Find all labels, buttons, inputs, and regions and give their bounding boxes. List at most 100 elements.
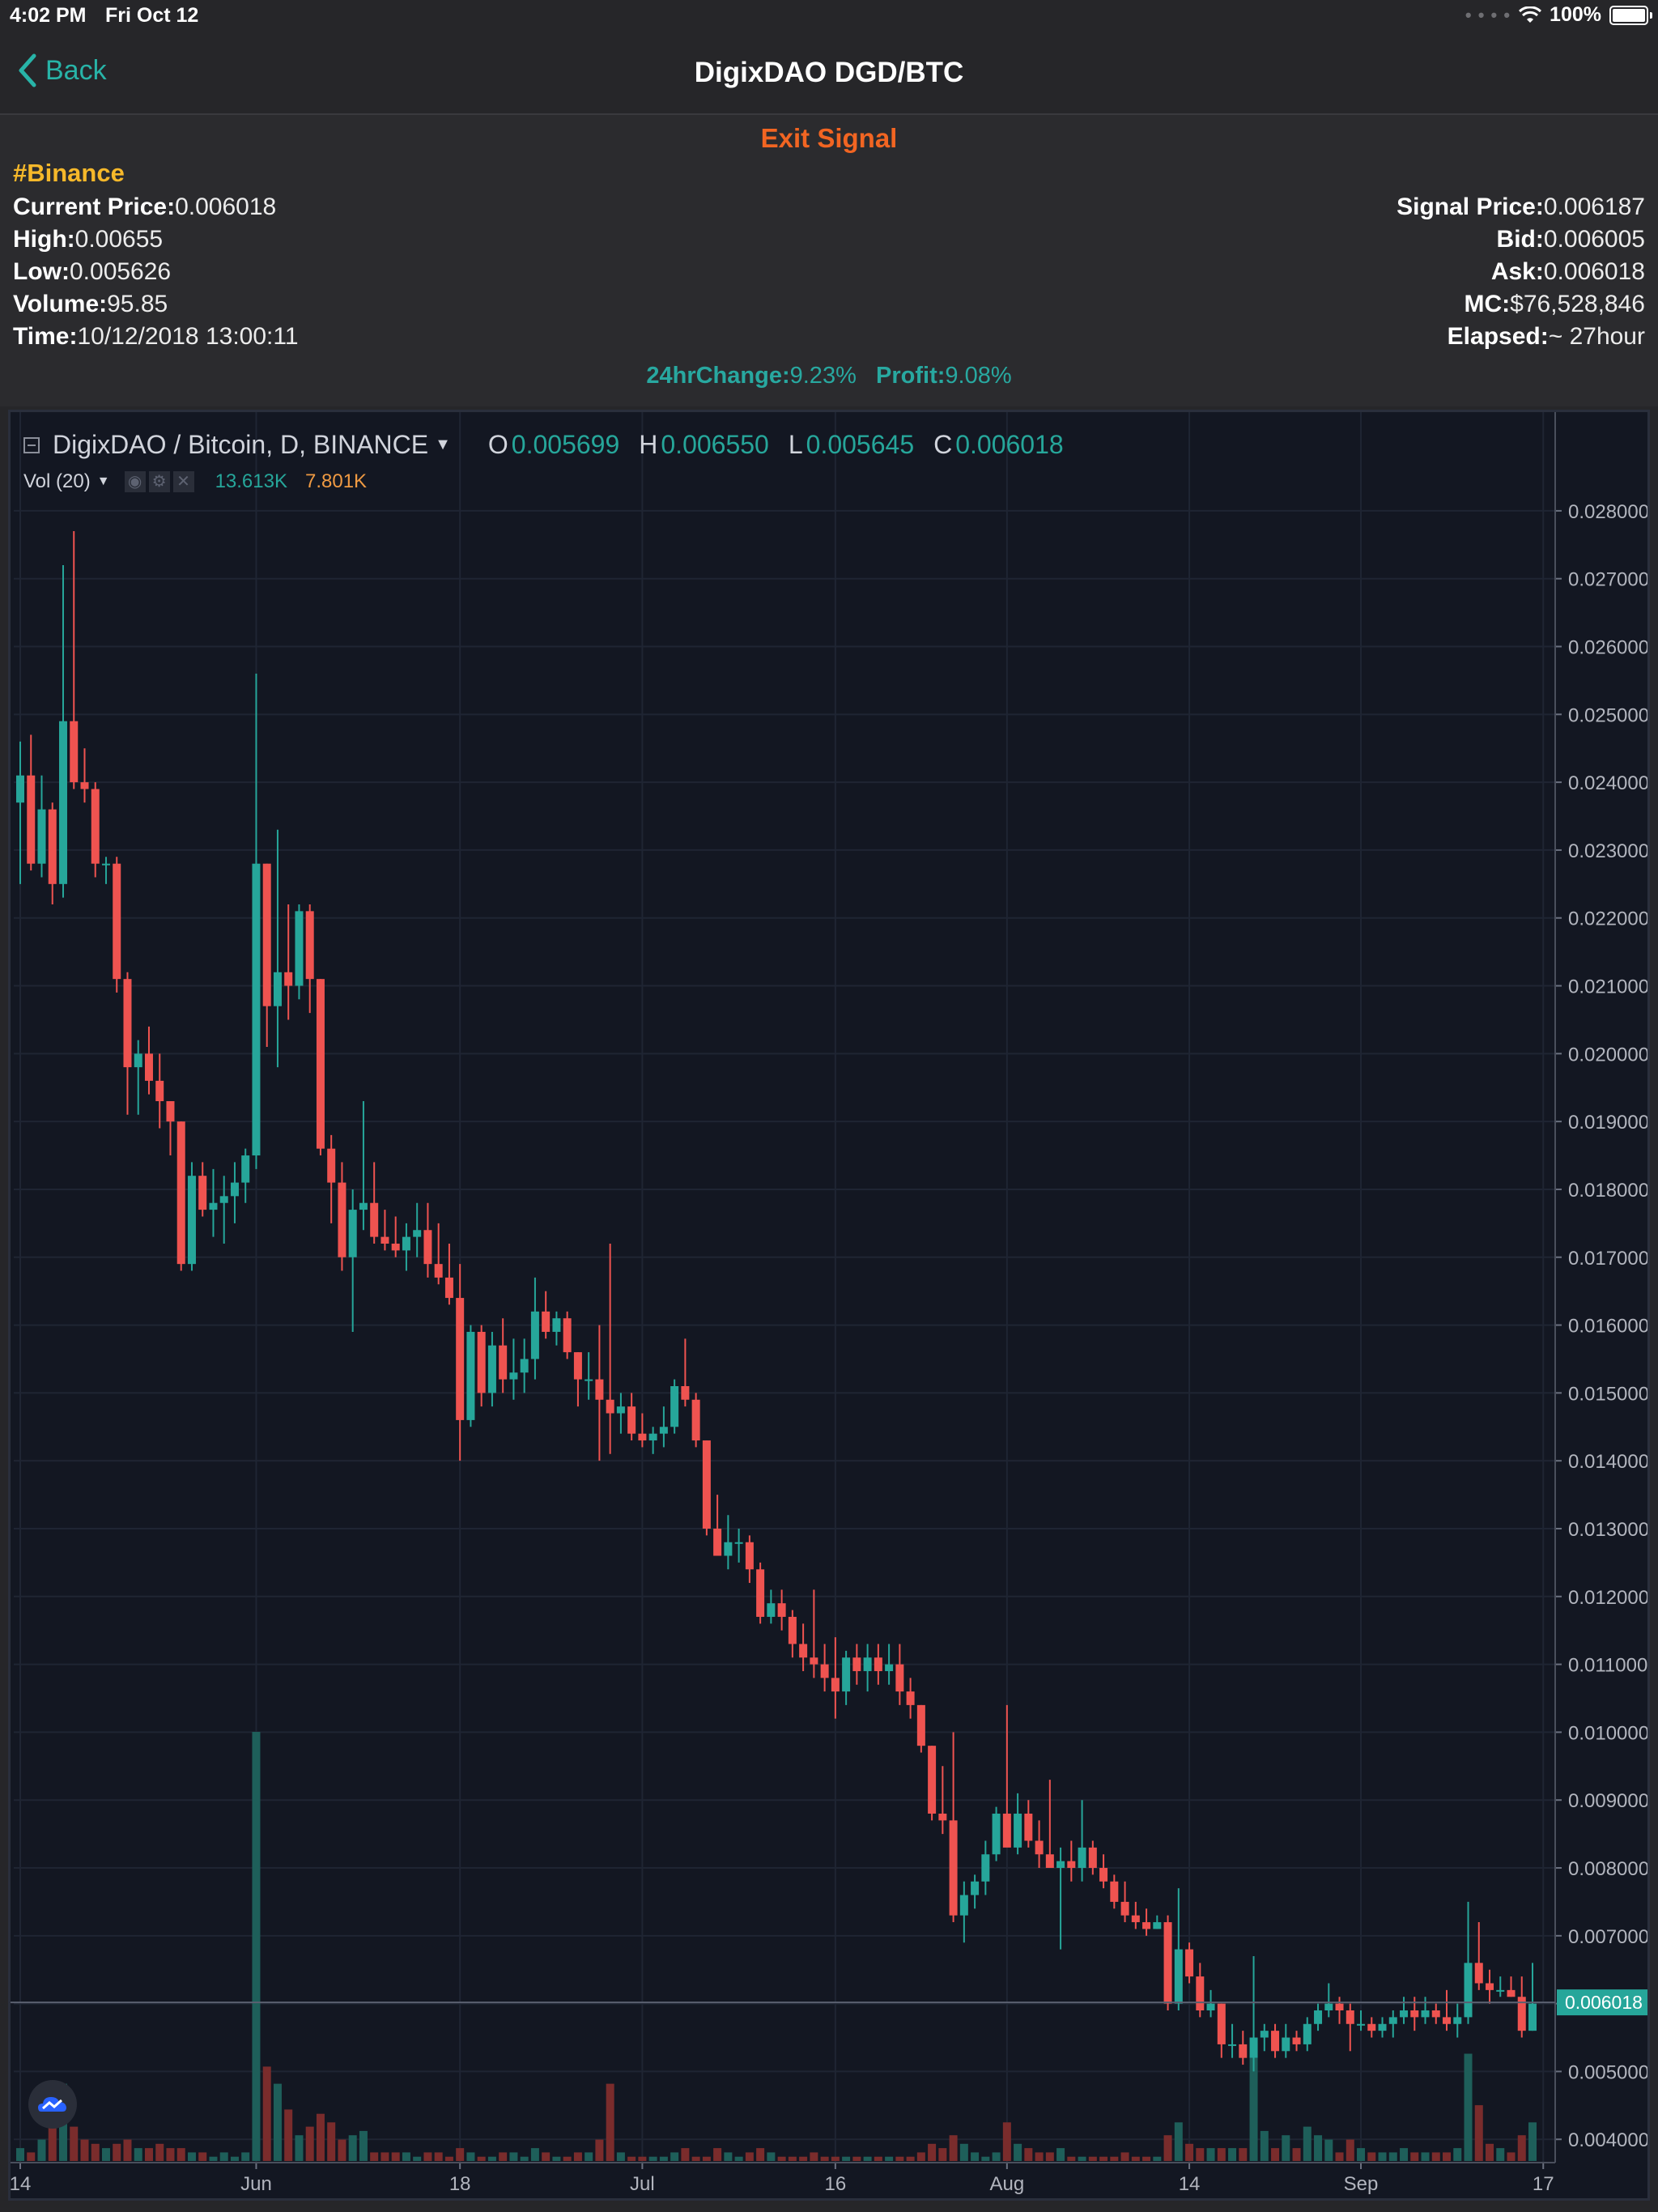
candle-body	[1206, 2003, 1215, 2011]
candle-body	[788, 1616, 797, 1644]
candle-body	[198, 1176, 207, 1210]
volume-bar	[295, 2135, 304, 2161]
close-icon[interactable]: ✕	[172, 471, 194, 492]
volume-bar	[1174, 2122, 1183, 2161]
volume-bar	[509, 2152, 518, 2161]
caret-down-icon[interactable]: ▼	[96, 474, 110, 488]
x-tick-label: 17	[1533, 2173, 1554, 2195]
candle-body	[1174, 1949, 1183, 2004]
candle-body	[413, 1230, 422, 1237]
gear-icon[interactable]: ⚙	[148, 471, 170, 492]
volume-value-avg: 7.801K	[304, 470, 368, 492]
x-tick-label: 14	[1179, 2173, 1201, 2195]
chart-tool-button[interactable]	[28, 2080, 77, 2129]
volume-bar	[101, 2148, 110, 2161]
candle-body	[1421, 2010, 1430, 2018]
candle-body	[767, 1603, 776, 1617]
candlestick-chart[interactable]: 0.028000 0.027000 0.026000 0.025000 0.024000…	[11, 412, 1647, 2198]
candle-body	[305, 911, 314, 980]
candle-body	[1378, 2023, 1387, 2031]
candle-body	[627, 1406, 636, 1434]
volume-bar	[863, 2156, 872, 2161]
candle-body	[1453, 2017, 1462, 2024]
candle-body	[70, 721, 79, 783]
eye-icon[interactable]: ◉	[124, 471, 146, 492]
candle-body	[713, 1528, 722, 1556]
volume-bar	[1357, 2148, 1366, 2161]
change-value: 9.23%	[789, 363, 857, 389]
volume-bar	[1303, 2126, 1312, 2161]
caret-down-icon[interactable]: ▼	[435, 436, 451, 453]
volume-bar	[113, 2143, 121, 2161]
volume-bar	[434, 2152, 443, 2161]
volume-bar	[895, 2156, 904, 2161]
volume-bar	[166, 2148, 175, 2161]
volume-bar	[477, 2156, 486, 2161]
status-date: Fri Oct 12	[105, 4, 199, 27]
volume-value-up: 13.613K	[215, 470, 287, 492]
volume-bar	[1002, 2122, 1011, 2161]
volume-bar	[241, 2152, 250, 2161]
low-value: 0.005645	[806, 430, 915, 459]
volume-bar	[423, 2152, 432, 2161]
candle-body	[1099, 1868, 1108, 1882]
price-chart[interactable]: 0.028000 0.027000 0.026000 0.025000 0.024000…	[8, 410, 1650, 2201]
collapse-legend-icon[interactable]	[23, 436, 40, 453]
candle-body	[1388, 2017, 1397, 2024]
candle-body	[1260, 2031, 1269, 2038]
exchange-tag: #Binance	[13, 159, 125, 187]
candle-body	[1024, 1813, 1033, 1841]
candle-body	[338, 1182, 346, 1257]
candle-body	[552, 1318, 561, 1332]
candle-body	[585, 1379, 593, 1381]
volume-bar	[499, 2152, 508, 2161]
open-value: 0.005699	[511, 430, 620, 459]
candle-body	[1303, 2023, 1312, 2044]
volume-bar	[959, 2143, 968, 2161]
volume-bar	[573, 2152, 582, 2161]
candle-body	[1400, 2010, 1409, 2018]
candle-body	[1185, 1949, 1194, 1977]
candle-body	[1357, 2023, 1366, 2026]
volume-bar	[530, 2148, 539, 2161]
volume-bar	[1507, 2152, 1516, 2161]
candle-body	[166, 1101, 175, 1122]
back-button[interactable]: Back	[18, 53, 107, 87]
volume-bar	[1078, 2156, 1086, 2161]
volume-bar	[595, 2139, 604, 2161]
volume-bar	[552, 2156, 561, 2161]
volume-bar	[734, 2156, 743, 2161]
cloud-chart-icon	[38, 2097, 66, 2112]
candle-body	[348, 1210, 357, 1257]
volume-bar	[767, 2152, 776, 2161]
elapsed-row: Elapsed:~ 27hour	[1447, 323, 1645, 350]
candle-body	[1002, 1813, 1011, 1848]
candle-body	[423, 1230, 432, 1265]
volume-bar	[1346, 2139, 1354, 2161]
volume-indicator-label[interactable]: Vol (20)	[23, 470, 91, 492]
volume-bar	[413, 2156, 422, 2161]
volume-bar	[230, 2156, 239, 2161]
candle-body	[1367, 2023, 1376, 2031]
candle-body	[48, 809, 57, 884]
volume-bar	[1464, 2053, 1473, 2161]
candle-body	[810, 1657, 818, 1665]
y-tick-label: 0.020000	[1568, 1044, 1647, 1066]
volume-bar	[949, 2135, 958, 2161]
candle-body	[123, 979, 132, 1068]
candle-body	[863, 1657, 872, 1671]
y-tick-label: 0.014000	[1568, 1451, 1647, 1473]
volume-bar	[1056, 2148, 1065, 2161]
candle-body	[187, 1176, 196, 1265]
symbol-label[interactable]: DigixDAO / Bitcoin, D, BINANCE	[53, 430, 429, 459]
volume-bar	[756, 2148, 765, 2161]
volume-bar	[198, 2152, 207, 2161]
volume-bar	[1014, 2143, 1022, 2161]
candle-body	[380, 1236, 389, 1244]
volume-bar	[1185, 2143, 1194, 2161]
candle-body	[1335, 2003, 1344, 2011]
status-time: 4:02 PM	[10, 4, 87, 27]
candle-body	[113, 863, 121, 980]
y-tick-label: 0.004000	[1568, 2129, 1647, 2151]
last-price-label: 0.006018	[1565, 1992, 1643, 2013]
